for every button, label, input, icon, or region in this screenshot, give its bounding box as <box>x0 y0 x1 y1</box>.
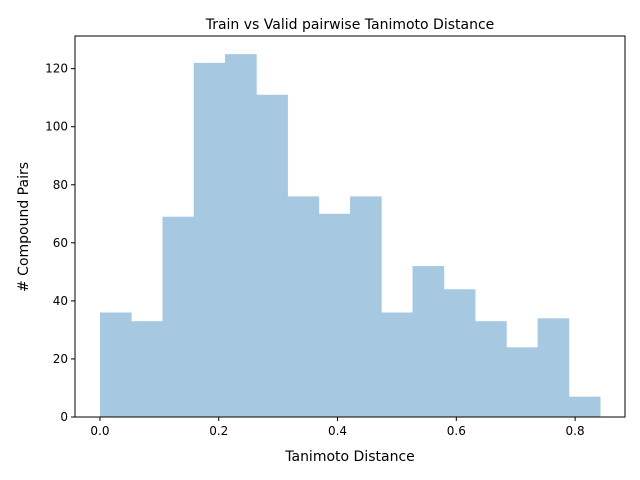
axes <box>74 35 626 418</box>
histogram-bar-11 <box>443 289 476 417</box>
histogram-bar-0 <box>99 312 132 417</box>
chart-title: Train vs Valid pairwise Tanimoto Distanc… <box>205 17 495 33</box>
y-tick-label: 0 <box>60 410 68 424</box>
x-tick-label: 0.0 <box>90 424 109 438</box>
histogram-bar-14 <box>537 318 570 417</box>
y-tick-label: 120 <box>45 62 68 76</box>
x-axis-title: Tanimoto Distance <box>284 449 415 465</box>
histogram-bars <box>99 54 601 418</box>
histogram-bar-1 <box>131 321 163 417</box>
histogram-bar-8 <box>350 196 382 417</box>
histogram-bar-7 <box>318 213 351 417</box>
x-tick-label: 0.4 <box>328 424 347 438</box>
y-tick-label: 20 <box>53 352 68 366</box>
plot-frame <box>74 35 626 418</box>
histogram-bar-12 <box>475 321 507 417</box>
y-tick-label: 100 <box>45 120 68 134</box>
histogram-bar-3 <box>193 62 226 417</box>
x-axis-ticks: 0.0 0.2 0.4 0.6 0.8 <box>90 417 585 438</box>
histogram-bar-2 <box>162 216 195 417</box>
y-tick-label: 60 <box>53 236 68 250</box>
histogram-bar-10 <box>412 266 445 417</box>
histogram-bar-4 <box>224 54 257 418</box>
x-tick-label: 0.8 <box>566 424 585 438</box>
x-tick-label: 0.2 <box>209 424 228 438</box>
y-axis-ticks: 0 20 40 60 80 100 120 <box>45 62 75 424</box>
x-tick-label: 0.6 <box>447 424 466 438</box>
y-tick-label: 40 <box>53 294 68 308</box>
histogram-bar-15 <box>568 396 601 417</box>
y-tick-label: 80 <box>53 178 68 192</box>
histogram-bar-13 <box>506 347 538 417</box>
histogram-bar-6 <box>287 196 320 417</box>
y-axis-title: # Compound Pairs <box>16 162 32 292</box>
histogram-bar-5 <box>256 94 288 417</box>
histogram-bar-9 <box>381 312 413 417</box>
